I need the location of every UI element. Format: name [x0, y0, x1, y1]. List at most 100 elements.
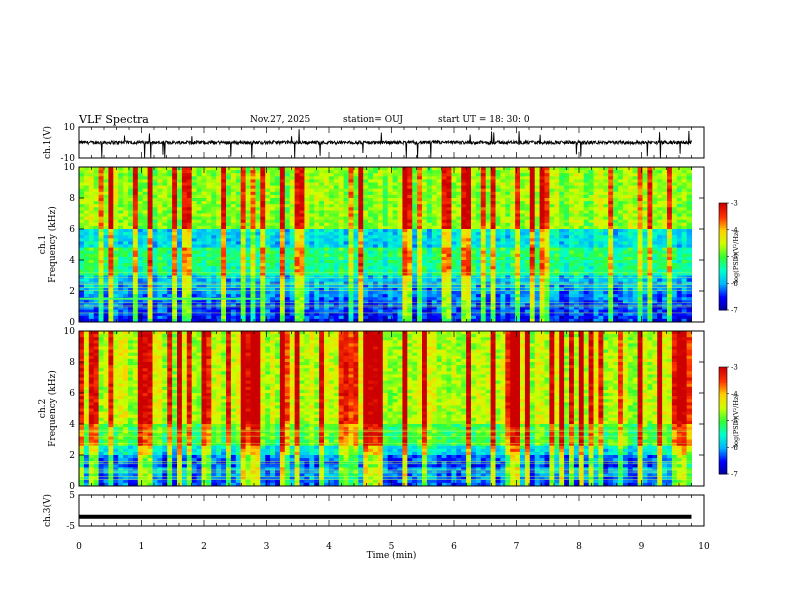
spectrogram-cell: [622, 185, 629, 190]
spectrogram-cell: [387, 194, 394, 199]
spectrogram-cell: [608, 244, 614, 249]
spectrogram-cell: [446, 247, 452, 252]
spectrogram-cell: [123, 238, 129, 242]
spectrogram-cell: [338, 256, 345, 261]
spectrogram-cell: [235, 194, 242, 199]
spectrogram-cell: [265, 225, 271, 230]
spectrogram-cell: [662, 241, 668, 245]
spectrogram-cell: [328, 191, 335, 196]
spectrogram-cell: [172, 176, 178, 180]
spectrogram-cell: [603, 250, 609, 255]
spectrogram-cell: [245, 238, 251, 242]
spectrogram-cell: [343, 278, 349, 283]
spectrogram-cell: [93, 188, 100, 193]
spectrogram-cell: [167, 253, 173, 258]
spectrogram-cell: [137, 244, 144, 249]
spectrogram-cell: [279, 176, 286, 180]
spectrogram-cell: [622, 241, 629, 245]
spectrogram-cell: [368, 167, 374, 171]
spectrogram-cell: [588, 182, 594, 187]
spectrogram-cell: [475, 272, 482, 276]
spectrogram-cell: [368, 266, 374, 270]
spectrogram-cell: [632, 238, 639, 242]
spectrogram-cell: [485, 210, 492, 214]
spectrogram-cell: [603, 253, 609, 258]
spectrogram-cell: [662, 198, 668, 202]
spectrogram-cell: [387, 176, 394, 180]
spectrogram-cell: [657, 281, 663, 286]
spectrogram-cell: [559, 272, 565, 276]
spectrogram-cell: [338, 266, 345, 270]
spectrogram-cell: [608, 173, 614, 177]
spectrogram-cell: [662, 238, 668, 242]
spectrogram-cell: [402, 204, 408, 208]
spectrogram-cell: [578, 179, 585, 183]
spectrogram-cell: [524, 253, 531, 258]
spectrogram-cell: [206, 204, 212, 208]
spectrogram-cell: [108, 232, 114, 236]
spectrogram-cell: [324, 213, 330, 218]
spectrogram-cell: [637, 222, 643, 227]
spectrogram-cell: [671, 185, 678, 190]
spectrogram-cell: [539, 188, 545, 193]
spectrogram-cell: [132, 182, 139, 187]
spectrogram-cell: [603, 170, 609, 174]
spectrogram-cell: [613, 173, 619, 177]
spectrogram-cell: [471, 198, 477, 202]
spectrogram-cell: [270, 232, 276, 236]
spectrogram-cell: [279, 272, 286, 276]
spectrogram-cell: [544, 250, 550, 255]
spectrogram-cell: [529, 263, 536, 267]
spectrogram-cell: [441, 225, 447, 230]
spectrogram-cell: [108, 272, 114, 276]
spectrogram-cell: [113, 201, 119, 205]
spectrogram-cell: [152, 210, 158, 214]
spectrogram-cell: [167, 269, 173, 273]
spectrogram-cell: [598, 213, 604, 218]
spectrogram-cell: [132, 235, 139, 239]
spectrogram-cell: [304, 167, 310, 171]
spectrogram-cell: [583, 167, 590, 171]
spectrogram-cell: [647, 232, 653, 236]
spectrogram-cell: [93, 253, 100, 258]
spectrogram-cell: [319, 238, 325, 242]
spectrogram-cell: [544, 229, 550, 233]
spectrogram-cell: [358, 179, 364, 183]
spectrogram-cell: [446, 207, 452, 211]
spectrogram-cell: [515, 266, 521, 270]
spectrogram-cell: [270, 216, 276, 221]
spectrogram-cell: [240, 238, 247, 242]
spectrogram-cell: [583, 275, 590, 280]
spectrogram-cell: [186, 281, 193, 286]
spectrogram-cell: [255, 207, 261, 211]
spectrogram-cell: [240, 284, 247, 289]
spectrogram-cell: [407, 219, 413, 224]
spectrogram-cell: [284, 201, 291, 205]
spectrogram-cell: [103, 269, 109, 273]
spectrogram-cell: [368, 194, 374, 199]
spectrogram-cell: [186, 263, 193, 267]
spectrogram-cell: [657, 170, 663, 174]
spectrogram-cell: [88, 238, 95, 242]
spectrogram-cell: [466, 170, 472, 174]
spectrogram-cell: [132, 269, 139, 273]
spectrogram-cell: [475, 173, 482, 177]
spectrogram-cell: [510, 229, 516, 233]
spectrogram-cell: [79, 182, 85, 187]
spectrogram-cell: [162, 275, 168, 280]
spectrogram-cell: [637, 207, 643, 211]
spectrogram-cell: [471, 173, 477, 177]
spectrogram-cell: [309, 235, 315, 239]
spectrogram-cell: [377, 235, 384, 239]
spectrogram-cell: [142, 207, 149, 211]
spectrogram-cell: [186, 250, 193, 255]
spectrogram-cell: [569, 269, 575, 273]
spectrogram-cell: [363, 244, 369, 249]
spectrogram-cell: [338, 235, 345, 239]
spectrogram-cell: [446, 269, 452, 273]
spectrogram-cell: [647, 213, 653, 218]
spectrogram-cell: [79, 229, 85, 233]
spectrogram-cell: [456, 207, 462, 211]
spectrogram-cell: [510, 191, 516, 196]
spectrogram-cell: [495, 278, 501, 283]
